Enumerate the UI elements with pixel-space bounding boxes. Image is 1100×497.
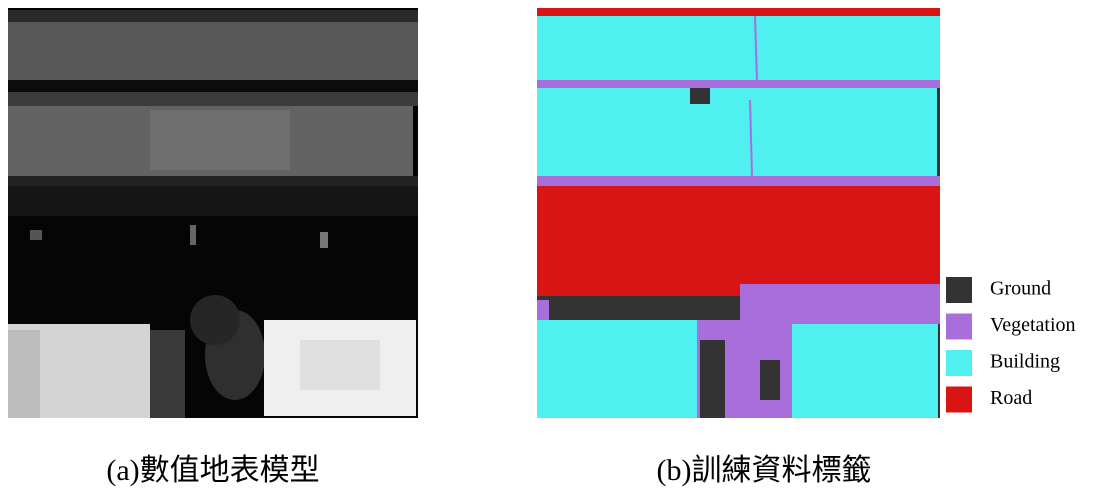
legend-label: Building bbox=[990, 351, 1060, 373]
legend-label: Vegetation bbox=[990, 314, 1076, 336]
label-image bbox=[537, 8, 940, 418]
panel-caption: (a)數值地表模型 bbox=[106, 454, 319, 487]
figure-canvas: Ground Vegetation Building Road (a)數值地表模型 (… bbox=[0, 0, 1100, 497]
legend-swatch bbox=[946, 350, 972, 376]
dsm-image bbox=[8, 8, 418, 418]
figure: Ground Vegetation Building Road (a)數值地表模型 (… bbox=[0, 0, 1100, 497]
legend: Ground Vegetation Building Road bbox=[946, 277, 1076, 413]
legend-swatch bbox=[946, 314, 972, 340]
legend-label: Ground bbox=[990, 278, 1051, 300]
legend-swatch bbox=[946, 387, 972, 413]
panel-caption: (b)訓練資料標籤 bbox=[657, 454, 872, 487]
legend-swatch bbox=[946, 277, 972, 303]
legend-label: Road bbox=[990, 387, 1032, 409]
